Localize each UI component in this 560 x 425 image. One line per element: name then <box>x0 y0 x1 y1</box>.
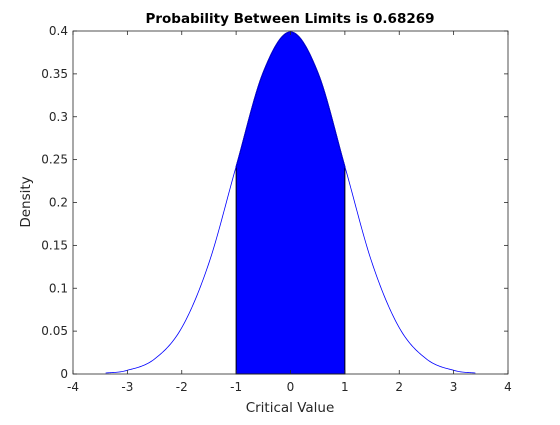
y-tick-label: 0.3 <box>49 110 68 124</box>
x-tick-label: -2 <box>176 380 188 394</box>
y-tick-label: 0.2 <box>49 196 68 210</box>
y-tick-label: 0.35 <box>41 67 68 81</box>
y-tick-label: 0.4 <box>49 24 68 38</box>
shaded-area <box>235 31 346 375</box>
x-tick-label: 4 <box>504 380 512 394</box>
y-tick-label: 0.05 <box>41 324 68 338</box>
chart-title: Probability Between Limits is 0.68269 <box>145 11 434 27</box>
y-tick-label: 0 <box>60 367 68 381</box>
y-tick-label: 0.25 <box>41 153 68 167</box>
x-tick-label: 1 <box>341 380 349 394</box>
y-tick-label: 0.15 <box>41 238 68 252</box>
y-axis-label: Density <box>18 176 34 227</box>
x-tick-label: 0 <box>287 380 295 394</box>
x-tick-label: -1 <box>230 380 242 394</box>
x-tick-label: 2 <box>395 380 403 394</box>
x-tick-label: -4 <box>67 380 79 394</box>
x-axis-label: Critical Value <box>246 400 335 416</box>
x-tick-label: -3 <box>121 380 133 394</box>
y-tick-label: 0.1 <box>49 281 68 295</box>
x-tick-label: 3 <box>450 380 458 394</box>
